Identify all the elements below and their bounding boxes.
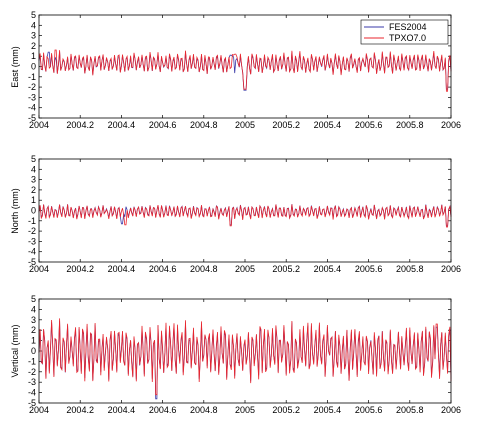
north-xtick-label: 2004.6 [149, 264, 177, 274]
north-xtick-label: 2005.2 [272, 264, 300, 274]
vertical-xtick-label: 2004.2 [66, 405, 94, 415]
east-xtick-label: 2005.8 [396, 120, 424, 130]
north-xtick-label: 2006 [441, 264, 461, 274]
legend-label-fes2004: FES2004 [389, 22, 427, 32]
vertical-ytick-label: 0 [31, 346, 36, 356]
east-ytick-label: 1 [31, 51, 36, 61]
north-ytick-label: 0 [31, 206, 36, 216]
east-ytick-label: -3 [28, 92, 36, 102]
north-ytick-label: -3 [28, 236, 36, 246]
north-xtick-label: 2005.8 [396, 264, 424, 274]
vertical-xtick-label: 2005.8 [396, 405, 424, 415]
vertical-xtick-label: 2004.4 [108, 405, 136, 415]
north-ytick-label: 2 [31, 185, 36, 195]
east-ytick-label: 4 [31, 20, 36, 30]
east-ytick-label: -2 [28, 82, 36, 92]
vertical-frame [38, 298, 452, 404]
east-xtick-label: 2006 [441, 120, 461, 130]
vertical-ytick-label: 2 [31, 325, 36, 335]
legend-label-tpxo7: TPXO7.0 [389, 33, 426, 43]
east-xtick-label: 2005.6 [355, 120, 383, 130]
north-ytick-label: 5 [31, 154, 36, 164]
vertical-ytick-label: -1 [28, 356, 36, 366]
north-ytick-label: 3 [31, 175, 36, 185]
vertical-ytick-label: -3 [28, 377, 36, 387]
vertical-xtick-label: 2004 [29, 405, 49, 415]
vertical-ytick-label: -4 [28, 388, 36, 398]
north-ytick-label: -4 [28, 247, 36, 257]
vertical-xtick-label: 2005.2 [272, 405, 300, 415]
east-xtick-label: 2004.6 [149, 120, 177, 130]
vertical-xtick-label: 2005.4 [314, 405, 342, 415]
north-axis-label: North (mm) [10, 188, 20, 234]
east-xtick-label: 2005 [235, 120, 255, 130]
east-series-fes2004 [38, 51, 452, 91]
east-frame [38, 14, 452, 119]
vertical-axis-label: Vertical (mm) [10, 324, 20, 377]
north-frame [38, 158, 452, 263]
north-xtick-label: 2004.8 [190, 264, 218, 274]
east-ytick-label: -4 [28, 103, 36, 113]
legend-box [360, 19, 449, 45]
east-ytick-label: -1 [28, 72, 36, 82]
north-ytick-label: -1 [28, 216, 36, 226]
east-axis-label: East (mm) [10, 46, 20, 88]
vertical-xtick-label: 2004.8 [190, 405, 218, 415]
east-series [38, 49, 452, 92]
north-xtick-label: 2004.4 [108, 264, 136, 274]
vertical-series-tpxo70 [38, 318, 452, 396]
vertical-series [38, 318, 452, 400]
north-xtick-label: 2005.6 [355, 264, 383, 274]
vertical-ytick-label: -5 [28, 398, 36, 408]
east-xtick-label: 2005.4 [314, 120, 342, 130]
east-ytick-label: -5 [28, 113, 36, 123]
vertical-xtick-label: 2005.6 [355, 405, 383, 415]
vertical-xtick-label: 2006 [441, 405, 461, 415]
north-xtick-label: 2004 [29, 264, 49, 274]
north-xtick-label: 2005.4 [314, 264, 342, 274]
east-series-tpxo70 [38, 49, 452, 92]
vertical-ytick-label: 4 [31, 304, 36, 314]
north-ytick-label: 1 [31, 195, 36, 205]
east-ytick-label: 0 [31, 62, 36, 72]
north-ytick-label: -2 [28, 226, 36, 236]
east-xtick-label: 2004 [29, 120, 49, 130]
vertical-ytick-label: 5 [31, 294, 36, 304]
east-ytick-label: 5 [31, 10, 36, 20]
north-xtick-label: 2005 [235, 264, 255, 274]
north-series [38, 204, 452, 228]
vertical-xtick-label: 2004.6 [149, 405, 177, 415]
vertical-xtick-label: 2005 [235, 405, 255, 415]
vertical-ytick-label: -2 [28, 367, 36, 377]
north-ytick-label: 4 [31, 164, 36, 174]
legend: FES2004 TPXO7.0 [360, 19, 449, 45]
vertical-ytick-label: 3 [31, 315, 36, 325]
east-ytick-label: 2 [31, 41, 36, 51]
east-ytick-label: 3 [31, 31, 36, 41]
east-xtick-label: 2004.2 [66, 120, 94, 130]
east-xtick-label: 2004.8 [190, 120, 218, 130]
east-xtick-label: 2004.4 [108, 120, 136, 130]
vertical-ytick-label: 1 [31, 336, 36, 346]
north-ytick-label: -5 [28, 257, 36, 267]
north-xtick-label: 2004.2 [66, 264, 94, 274]
east-xtick-label: 2005.2 [272, 120, 300, 130]
north-series-tpxo70 [38, 204, 452, 228]
